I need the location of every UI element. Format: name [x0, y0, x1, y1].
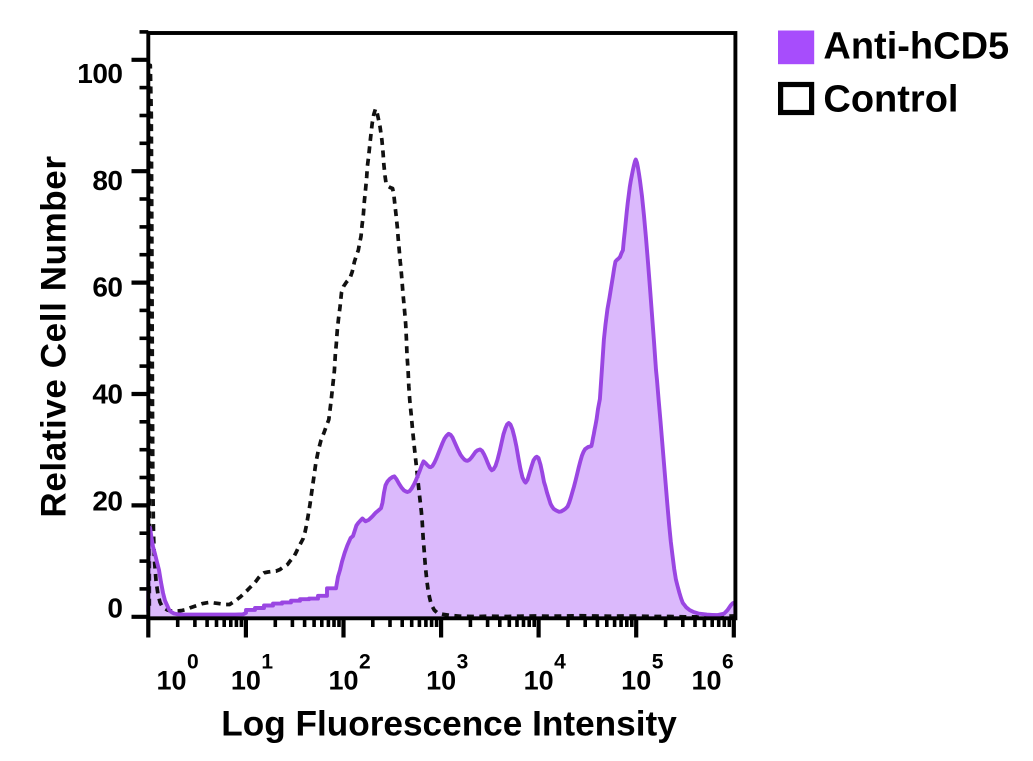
svg-text:0: 0: [187, 651, 199, 674]
svg-text:10: 10: [156, 666, 186, 696]
svg-text:Log Fluorescence Intensity: Log Fluorescence Intensity: [221, 704, 677, 743]
svg-text:10: 10: [328, 666, 358, 696]
svg-text:10: 10: [231, 666, 261, 696]
svg-text:20: 20: [92, 486, 122, 517]
svg-text:1: 1: [261, 651, 273, 674]
svg-text:6: 6: [722, 651, 734, 674]
svg-text:Relative Cell Number: Relative Cell Number: [35, 155, 74, 517]
svg-text:3: 3: [457, 651, 469, 674]
svg-text:10: 10: [621, 666, 651, 696]
svg-text:100: 100: [77, 58, 122, 89]
svg-text:40: 40: [92, 379, 122, 410]
svg-text:60: 60: [92, 272, 122, 303]
svg-text:10: 10: [524, 666, 554, 696]
svg-text:Anti-hCD5: Anti-hCD5: [823, 26, 1009, 68]
svg-text:10: 10: [691, 666, 721, 696]
svg-text:Control: Control: [823, 78, 958, 120]
svg-text:4: 4: [554, 651, 566, 674]
svg-text:0: 0: [107, 592, 122, 623]
svg-text:10: 10: [426, 666, 456, 696]
svg-text:5: 5: [652, 651, 664, 674]
svg-text:80: 80: [92, 165, 122, 196]
svg-text:2: 2: [359, 651, 371, 674]
